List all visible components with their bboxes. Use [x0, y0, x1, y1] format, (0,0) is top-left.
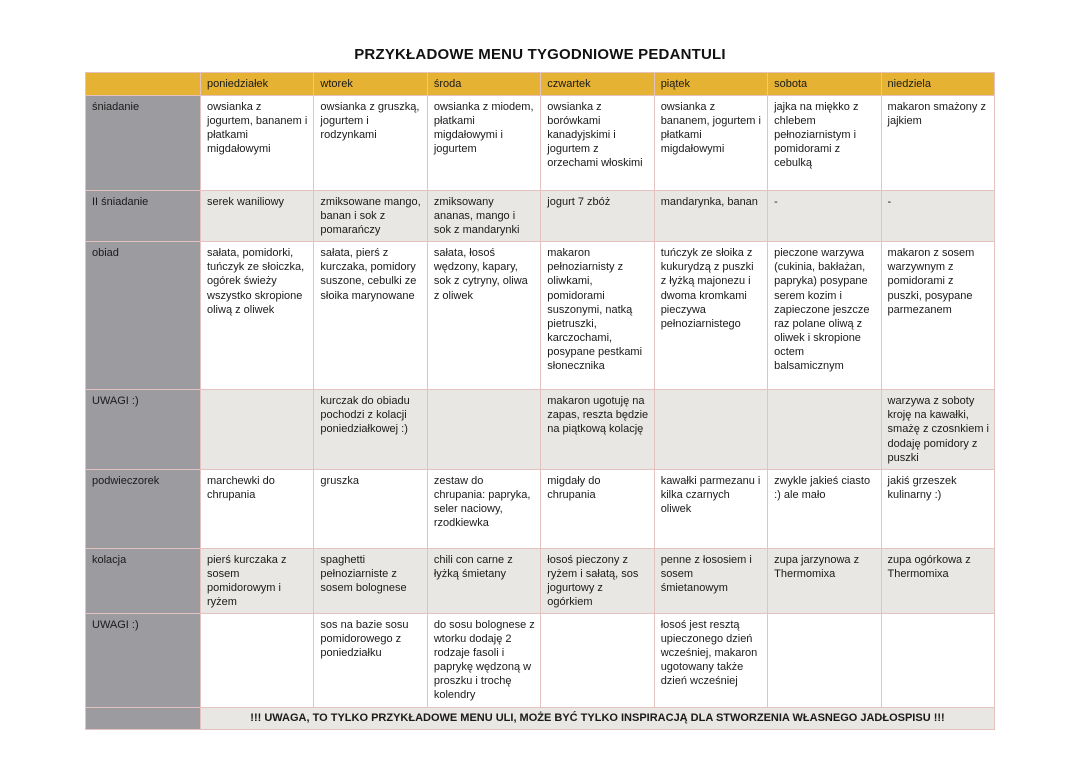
weekly-menu-table: poniedziałek wtorek środa czwartek piąte… [85, 71, 996, 731]
menu-cell: łosoś pieczony z ryżem i sałatą, sos jog… [540, 547, 655, 615]
menu-cell: sałata, łosoś wędzony, kapary, sok z cyt… [426, 241, 542, 391]
menu-cell: chili con carne z łyżką śmietany [426, 547, 542, 615]
menu-cell [199, 389, 315, 470]
menu-cell: sos na bazie sosu pomidorowego z poniedz… [313, 613, 428, 709]
menu-cell: penne z łososiem i sosem śmietanowym [653, 547, 769, 615]
row-ii-sniadanie: II śniadanie serek waniliowy zmiksowane … [85, 190, 996, 243]
page-title: PRZYKŁADOWE MENU TYGODNIOWE PEDANTULI [354, 46, 726, 63]
day-header-row: poniedziałek wtorek środa czwartek piąte… [85, 71, 996, 97]
menu-cell: owsianka z bananem, jogurtem i płatkami … [653, 95, 769, 192]
menu-cell [653, 389, 769, 470]
menu-cell: łosoś jest resztą upieczonego dzień wcze… [653, 613, 769, 709]
menu-cell [426, 389, 542, 470]
row-label-kolacja: kolacja [85, 547, 201, 615]
menu-cell: makaron pełnoziarnisty z oliwkami, pomid… [540, 241, 655, 391]
menu-cell: makaron smażony z jajkiem [880, 95, 996, 192]
menu-cell: makaron z sosem warzywnym z pomidorami z… [880, 241, 996, 391]
menu-cell: pieczone warzywa (cukinia, bakłażan, pap… [767, 241, 882, 391]
menu-cell: zupa jarzynowa z Thermomixa [767, 547, 882, 615]
footer-note: !!! UWAGA, TO TYLKO PRZYKŁADOWE MENU ULI… [200, 707, 995, 731]
menu-cell: zupa ogórkowa z Thermomixa [880, 547, 996, 615]
menu-cell: mandarynka, banan [653, 190, 769, 243]
row-obiad: obiad sałata, pomidorki, tuńczyk ze słoi… [85, 241, 996, 391]
day-header-wtorek: wtorek [313, 71, 428, 97]
menu-cell: sałata, pomidorki, tuńczyk ze słoiczka, … [199, 241, 315, 391]
menu-cell: zwykle jakieś ciasto :) ale mało [767, 468, 882, 549]
row-podwieczorek: podwieczorek marchewki do chrupania grus… [85, 468, 996, 549]
menu-cell: zmiksowane mango, banan i sok z pomarańc… [313, 190, 428, 243]
day-header-poniedzialek: poniedziałek [199, 71, 315, 97]
row-sniadanie: śniadanie owsianka z jogurtem, bananem i… [85, 95, 996, 192]
menu-cell: - [880, 190, 996, 243]
menu-cell [767, 613, 882, 709]
row-kolacja: kolacja pierś kurczaka z sosem pomidorow… [85, 547, 996, 615]
corner-cell [85, 71, 201, 97]
day-header-sobota: sobota [767, 71, 882, 97]
row-footer: !!! UWAGA, TO TYLKO PRZYKŁADOWE MENU ULI… [85, 707, 995, 731]
menu-cell: kawałki parmezanu i kilka czarnych oliwe… [653, 468, 769, 549]
menu-cell: migdały do chrupania [540, 468, 655, 549]
menu-cell: owsianka z miodem, płatkami migdałowymi … [426, 95, 542, 192]
menu-cell [767, 389, 882, 470]
menu-cell: zmiksowany ananas, mango i sok z mandary… [426, 190, 542, 243]
row-label-obiad: obiad [85, 241, 201, 391]
menu-cell: tuńczyk ze słoika z kukurydzą z puszki z… [653, 241, 769, 391]
menu-cell: jogurt 7 zbóż [540, 190, 655, 243]
row-label-podwieczorek: podwieczorek [85, 468, 201, 549]
row-label-uwagi-2: UWAGI :) [85, 613, 201, 709]
menu-cell [540, 613, 655, 709]
menu-cell: makaron ugotuję na zapas, reszta będzie … [540, 389, 655, 470]
row-label-uwagi-1: UWAGI :) [85, 389, 201, 470]
menu-cell: marchewki do chrupania [199, 468, 315, 549]
menu-cell: zestaw do chrupania: papryka, seler naci… [426, 468, 542, 549]
menu-cell: serek waniliowy [199, 190, 315, 243]
day-header-sroda: środa [426, 71, 542, 97]
menu-cell: sałata, pierś z kurczaka, pomidory suszo… [313, 241, 428, 391]
menu-cell: owsianka z gruszką, jogurtem i rodzynkam… [313, 95, 428, 192]
menu-cell: do sosu bolognese z wtorku dodaję 2 rodz… [426, 613, 542, 709]
menu-cell: gruszka [313, 468, 428, 549]
menu-cell: owsianka z borówkami kanadyjskimi i jogu… [540, 95, 655, 192]
day-header-piatek: piątek [653, 71, 769, 97]
row-label-ii-sniadanie: II śniadanie [85, 190, 201, 243]
menu-cell: warzywa z soboty kroję na kawałki, smażę… [880, 389, 996, 470]
menu-cell: jajka na miękko z chlebem pełnoziarnisty… [767, 95, 882, 192]
row-uwagi-2: UWAGI :) sos na bazie sosu pomidorowego … [85, 613, 996, 709]
menu-cell: kurczak do obiadu pochodzi z kolacji pon… [313, 389, 428, 470]
menu-cell: jakiś grzeszek kulinarny :) [880, 468, 996, 549]
menu-cell: pierś kurczaka z sosem pomidorowym i ryż… [199, 547, 315, 615]
row-label-sniadanie: śniadanie [85, 95, 201, 192]
day-header-czwartek: czwartek [540, 71, 655, 97]
footer-label-cell [85, 707, 201, 731]
menu-cell: owsianka z jogurtem, bananem i płatkami … [199, 95, 315, 192]
menu-cell [199, 613, 315, 709]
row-uwagi-1: UWAGI :) kurczak do obiadu pochodzi z ko… [85, 389, 996, 470]
menu-cell: spaghetti pełnoziarniste z sosem bologne… [313, 547, 428, 615]
menu-cell [880, 613, 996, 709]
menu-cell: - [767, 190, 882, 243]
day-header-niedziela: niedziela [880, 71, 996, 97]
